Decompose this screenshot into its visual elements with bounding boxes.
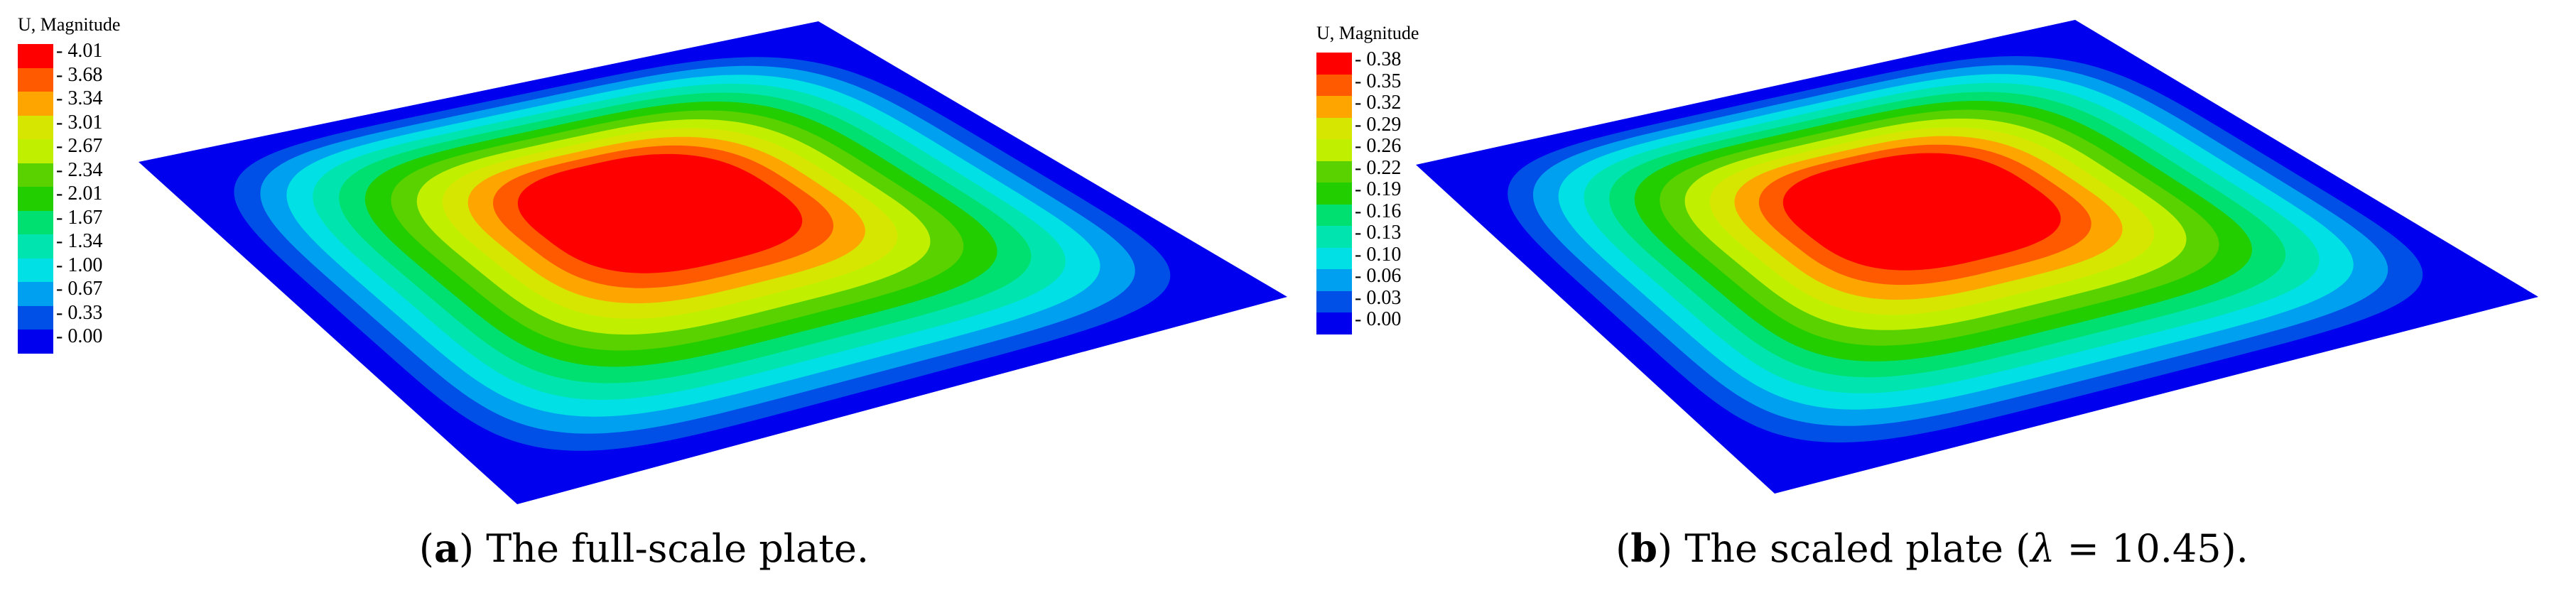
legend-label: - 0.26	[1355, 135, 1402, 157]
legend-swatch	[1316, 204, 1352, 227]
legend-label: - 0.06	[1355, 265, 1402, 287]
legend-swatch	[1316, 247, 1352, 270]
caption-letter: b	[1630, 526, 1657, 571]
legend-label: - 0.22	[1355, 156, 1402, 179]
legend-label: - 1.34	[56, 230, 103, 252]
legend-label: - 3.34	[56, 87, 103, 109]
legend-label: - 0.10	[1355, 243, 1402, 266]
legend-swatch	[1316, 160, 1352, 183]
legend-swatch	[1316, 96, 1352, 118]
plate-contour-a	[139, 21, 1287, 504]
legend-swatch	[18, 210, 53, 235]
caption-a: (a) The full-scale plate.	[418, 526, 870, 571]
caption-letter: a	[433, 526, 459, 571]
legend-swatch	[1316, 269, 1352, 291]
legend-swatch	[18, 258, 53, 283]
legend-label: - 0.19	[1355, 178, 1402, 200]
legend-label: - 2.67	[56, 135, 103, 157]
legend-label: - 0.35	[1355, 70, 1402, 92]
legend-swatch	[18, 187, 53, 211]
legend-title: U, Magnitude	[1316, 23, 1419, 43]
legend-label: - 1.00	[56, 254, 103, 276]
legend-label: - 0.13	[1355, 222, 1402, 244]
legend-swatch	[18, 330, 53, 354]
legend-swatch	[1316, 226, 1352, 248]
legend-swatch	[18, 67, 53, 92]
legend-swatch	[1316, 117, 1352, 140]
legend-label: - 0.00	[1355, 308, 1402, 330]
legend-swatch	[1316, 74, 1352, 97]
legend-label: - 0.67	[56, 278, 103, 300]
legend-swatch	[1316, 139, 1352, 161]
legend-label: - 0.38	[1355, 48, 1402, 70]
caption-text-before: The scaled plate (	[1684, 526, 2031, 571]
legend-swatch	[18, 234, 53, 258]
panel-b: U, Magnitude - 0.38- 0.35- 0.32- 0.29- 0…	[1288, 0, 2576, 615]
legend-swatch	[18, 163, 53, 187]
plate-contour-b	[1416, 20, 2538, 494]
legend-swatch	[18, 139, 53, 163]
legend-swatch	[1316, 312, 1352, 334]
legend-swatch	[18, 305, 53, 330]
legend-swatch	[1316, 183, 1352, 205]
legend-swatch	[18, 115, 53, 140]
legend-swatch	[18, 282, 53, 306]
panel-a: U, Magnitude - 4.01- 3.68- 3.34- 3.01- 2…	[18, 14, 1287, 571]
legend-swatch	[18, 92, 53, 116]
legend-label: - 4.01	[56, 40, 103, 62]
caption-text: The full-scale plate.	[486, 526, 870, 571]
caption-text-after: = 10.45).	[2055, 526, 2248, 571]
legend-swatch	[1316, 53, 1352, 75]
legend-label: - 0.33	[56, 301, 103, 324]
legend-title: U, Magnitude	[18, 14, 121, 35]
legend-label: - 0.29	[1355, 113, 1402, 136]
contour-band	[1782, 153, 2061, 271]
legend-label: - 3.01	[56, 111, 103, 134]
legend-swatch	[18, 44, 53, 68]
legend-label: - 0.32	[1355, 92, 1402, 114]
legend-label: - 0.00	[56, 325, 103, 347]
legend-label: - 0.16	[1355, 200, 1402, 222]
caption-symbol: λ	[2030, 526, 2055, 571]
legend-label: - 2.01	[56, 183, 103, 205]
legend-label: - 0.03	[1355, 286, 1402, 309]
legend-label: - 3.68	[56, 63, 103, 86]
legend-swatch	[1316, 290, 1352, 313]
contour-band	[517, 153, 803, 273]
legend-label: - 2.34	[56, 158, 103, 181]
legend-label: - 1.67	[56, 206, 103, 229]
caption-b: (b) The scaled plate (λ = 10.45).	[1616, 526, 2248, 571]
